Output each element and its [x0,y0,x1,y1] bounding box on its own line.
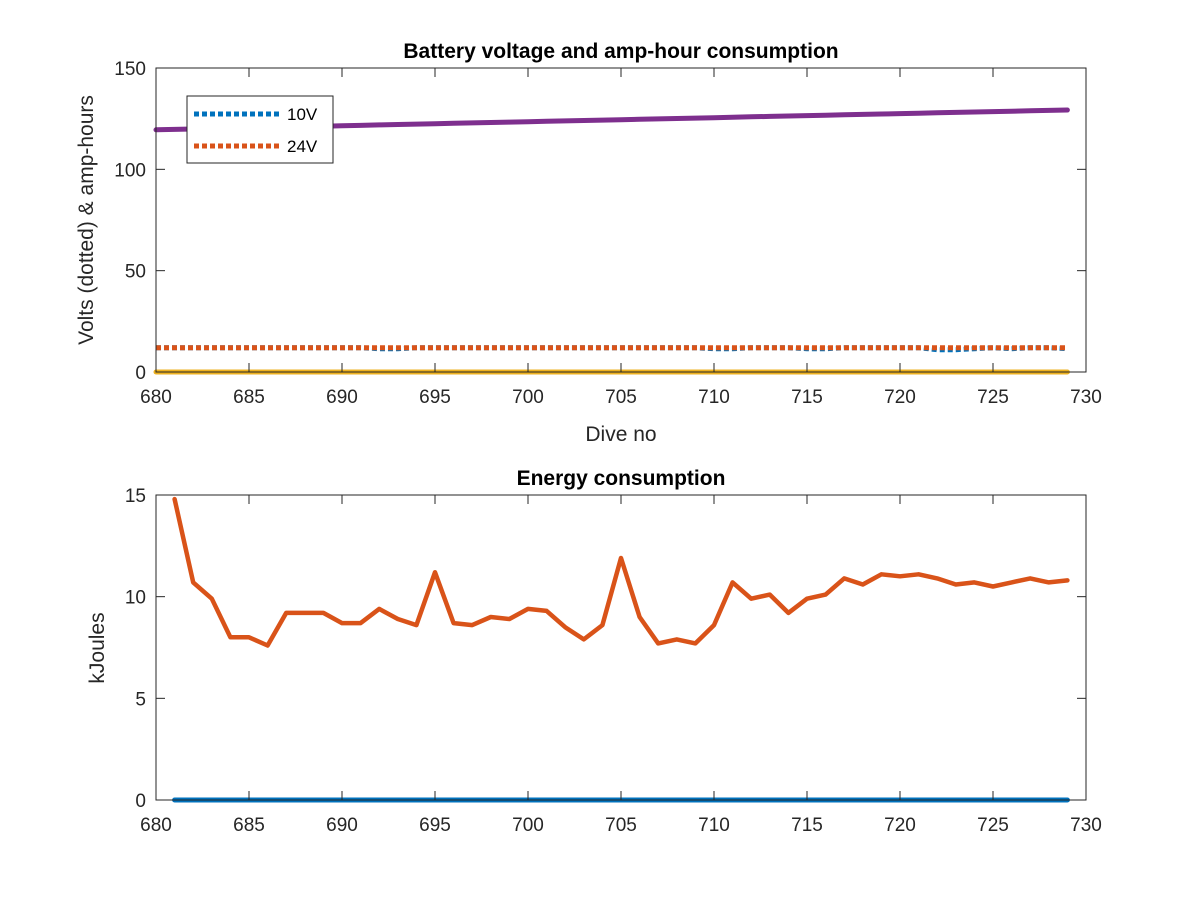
top-x-tick-label: 680 [140,387,172,408]
top-y-tick-label: 50 [125,262,146,283]
bottom-x-tick-label: 710 [698,815,730,836]
top-axes-box [155,67,1087,373]
top-y-tick-label: 0 [135,363,146,384]
bottom-y-tick-label: 0 [135,791,146,812]
bottom-x-tick-label: 700 [512,815,544,836]
bottom-x-tick-label: 705 [605,815,637,836]
top-x-tick-label: 725 [977,387,1009,408]
top-chart-title: Battery voltage and amp-hour consumption [403,40,838,63]
bottom-x-tick-label: 725 [977,815,1009,836]
legend-box [186,95,334,164]
bottom-series-line-1 [172,496,1070,648]
top-y-axis-label: Volts (dotted) & amp-hours [75,95,98,345]
legend-label-24v: 24V [287,137,318,156]
bottom-x-tick-label: 720 [884,815,916,836]
top-x-tick-label: 690 [326,387,358,408]
top-x-tick-label: 705 [605,387,637,408]
top-x-axis-label: Dive no [585,423,656,446]
bottom-x-tick-label: 690 [326,815,358,836]
top-y-tick-label: 100 [114,160,146,181]
top-x-tick-label: 730 [1070,387,1102,408]
top-x-tick-label: 720 [884,387,916,408]
legend-label-10v: 10V [287,105,318,124]
bottom-y-tick-label: 5 [135,689,146,710]
bottom-x-tick-label: 730 [1070,815,1102,836]
bottom-chart-title: Energy consumption [517,467,726,490]
legend: 10V 24V [186,95,334,164]
bottom-y-axis-label: kJoules [86,612,109,683]
bottom-y-tick-label: 10 [125,588,146,609]
bottom-axes-background [156,495,1086,800]
top-x-tick-label: 700 [512,387,544,408]
top-x-tick-label: 685 [233,387,265,408]
bottom-x-tick-label: 685 [233,815,265,836]
bottom-x-tick-label: 680 [140,815,172,836]
top-y-tick-label: 150 [114,59,146,80]
bottom-y-tick-label: 15 [125,486,146,507]
top-x-tick-label: 695 [419,387,451,408]
top-ticks-layer: 680 685 690 695 700 705 710 715 720 725 730 0 50 100 1… [114,59,1102,408]
bottom-x-tick-label: 715 [791,815,823,836]
bottom-x-tick-label: 695 [419,815,451,836]
top-x-tick-label: 715 [791,387,823,408]
top-subplot: 680 685 690 695 700 705 710 715 720 725 730 0 50 100 1… [75,40,1102,446]
bottom-axes-box [155,494,1087,801]
bottom-subplot: 680 685 690 695 700 705 710 715 720 725 730051015 … [86,467,1102,836]
top-x-tick-label: 710 [698,387,730,408]
